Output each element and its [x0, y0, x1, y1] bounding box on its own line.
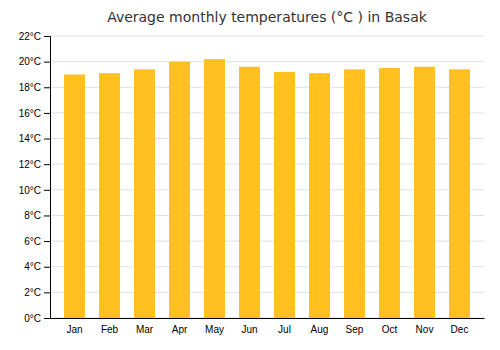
grid-line — [50, 61, 484, 62]
tick: Feb — [101, 318, 119, 335]
tick: Apr — [172, 318, 188, 335]
tick: 4°C — [24, 261, 50, 272]
bar — [309, 73, 330, 318]
tick-mark — [44, 62, 50, 63]
grid — [50, 36, 484, 318]
tick-label: Jul — [278, 324, 291, 335]
bar — [379, 68, 400, 318]
plot: 0°C 2°C 4°C 6°C 8°C 10°C 12°C 14°C 16°C 18°C 20°C 2… — [19, 31, 485, 335]
tick-label: 2°C — [24, 287, 41, 298]
tick: Aug — [311, 318, 329, 335]
tick-mark — [44, 318, 50, 319]
tick: 14°C — [19, 133, 50, 144]
tick: Mar — [136, 318, 154, 335]
tick: 6°C — [24, 236, 50, 247]
tick-label: Mar — [136, 324, 154, 335]
bar — [274, 72, 295, 318]
tick-mark — [44, 241, 50, 242]
title: Average monthly temperatures (°C ) in Ba… — [107, 9, 428, 25]
tick-label: Jan — [66, 324, 82, 335]
tick-mark — [44, 139, 50, 140]
tick-label: 12°C — [19, 159, 41, 170]
tick-label: 4°C — [24, 261, 41, 272]
bar — [239, 67, 260, 318]
tick: May — [205, 318, 224, 335]
tick-mark — [44, 292, 50, 293]
tick-label: Feb — [101, 324, 119, 335]
tick-mark — [44, 113, 50, 114]
tick-mark — [44, 36, 50, 37]
tick: 22°C — [19, 31, 50, 42]
tick: Nov — [416, 318, 434, 335]
tick: Sep — [346, 318, 364, 335]
tick-label: 20°C — [19, 56, 41, 67]
tick-label: 10°C — [19, 185, 41, 196]
tick-mark — [44, 267, 50, 268]
axis-line — [51, 318, 485, 319]
tick-label: May — [205, 324, 224, 335]
tick-label: 18°C — [19, 82, 41, 93]
tick: 8°C — [24, 210, 50, 221]
tick-mark — [44, 215, 50, 216]
chart: 0°C 2°C 4°C 6°C 8°C 10°C 12°C 14°C 16°C 18°C 20°C 2… — [0, 0, 500, 350]
bar — [414, 67, 435, 318]
tick: 10°C — [19, 185, 50, 196]
y-axis: 0°C 2°C 4°C 6°C 8°C 10°C 12°C 14°C 16°C 18°C 20°C 2… — [19, 31, 51, 324]
tick: 12°C — [19, 159, 50, 170]
tick-label: 22°C — [19, 31, 41, 42]
bar — [449, 69, 470, 318]
tick: Jun — [241, 318, 257, 335]
axis-line — [44, 37, 51, 319]
x-axis: Jan Feb Mar Apr May Jun Jul Aug Sep Oct Nov Dec — [51, 318, 485, 335]
tick-label: Oct — [382, 324, 398, 335]
tick-label: Nov — [416, 324, 434, 335]
tick-label: Aug — [311, 324, 329, 335]
tick-label: 8°C — [24, 210, 41, 221]
bars — [64, 59, 470, 318]
tick-label: 14°C — [19, 133, 41, 144]
tick: 18°C — [19, 82, 50, 93]
tick: 0°C — [24, 313, 50, 324]
grid-line — [50, 36, 484, 37]
tick-label: Apr — [172, 324, 188, 335]
tick-label: Jun — [241, 324, 257, 335]
bar — [134, 69, 155, 318]
tick-label: Dec — [451, 324, 469, 335]
tick: Jul — [278, 318, 291, 335]
tick: Dec — [451, 318, 469, 335]
tick-label: 16°C — [19, 108, 41, 119]
bar — [204, 59, 225, 318]
tick: 16°C — [19, 108, 50, 119]
bar — [99, 73, 120, 318]
tick-label: 6°C — [24, 236, 41, 247]
tick-mark — [44, 190, 50, 191]
tick-mark — [44, 87, 50, 88]
tick-mark — [44, 164, 50, 165]
bar — [344, 69, 365, 318]
bar — [64, 74, 85, 318]
tick-label: 0°C — [24, 313, 41, 324]
tick: 20°C — [19, 56, 50, 67]
bar — [169, 62, 190, 318]
tick: Oct — [382, 318, 398, 335]
tick: Jan — [66, 318, 82, 335]
tick-label: Sep — [346, 324, 364, 335]
tick: 2°C — [24, 287, 50, 298]
